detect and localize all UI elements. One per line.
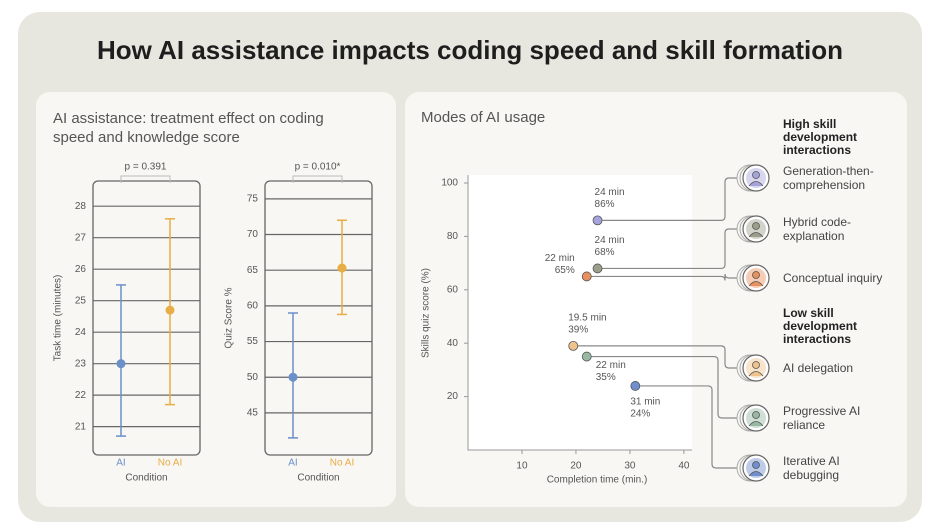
- mean-point: [288, 372, 298, 382]
- connector: [573, 345, 740, 369]
- legend-label: Conceptual inquiry: [783, 271, 883, 285]
- icon-body: [748, 371, 764, 377]
- point: [581, 271, 592, 282]
- panel: [36, 92, 396, 507]
- x-value-label: 24 min: [595, 235, 625, 246]
- x-tick-label: 40: [678, 461, 690, 472]
- icon-body: [748, 421, 764, 427]
- plot-frame: [92, 180, 201, 456]
- panel-title: AI assistance: treatment effect on codin…: [53, 110, 324, 146]
- value-label: 24%: [630, 409, 650, 420]
- y-tick-label: 22: [75, 390, 87, 401]
- p-bracket: [120, 175, 171, 183]
- p-value: p = 0.391: [125, 162, 167, 173]
- legend-label: Hybrid code-explanation: [783, 215, 852, 243]
- value-label: 39%: [568, 325, 588, 336]
- legend-label: Generation-then-comprehension: [783, 164, 874, 192]
- point: [568, 340, 579, 351]
- x-value-label: 22 min: [596, 360, 626, 371]
- y-axis-label: Task time (minutes): [53, 275, 64, 362]
- connector: [586, 355, 740, 419]
- icon-body: [748, 181, 764, 187]
- x-tick-label: AI: [116, 458, 125, 469]
- y-tick-label: 23: [75, 358, 87, 369]
- mean-point: [337, 263, 347, 273]
- x-tick-label: 10: [516, 461, 528, 472]
- value-label: 35%: [596, 372, 616, 383]
- connector: [597, 228, 740, 270]
- x-axis-label: Condition: [297, 473, 339, 484]
- icon-head: [752, 361, 760, 369]
- connector: [635, 385, 740, 469]
- x-value-label: 19.5 min: [568, 313, 606, 324]
- icon-body: [748, 232, 764, 238]
- legend-group-title: High skill development interactions: [783, 117, 858, 157]
- axis-line: [467, 175, 692, 451]
- icon-head: [752, 461, 760, 469]
- y-tick-label: 20: [447, 391, 459, 402]
- x-tick-label: No AI: [330, 458, 354, 469]
- point: [592, 215, 603, 226]
- y-tick-label: 80: [447, 231, 459, 242]
- icon-body: [748, 281, 764, 287]
- y-tick-label: 26: [75, 264, 87, 275]
- x-axis-label: Condition: [125, 473, 167, 484]
- legend-label: Iterative AI debugging: [783, 454, 840, 482]
- icon-head: [752, 171, 760, 179]
- point: [592, 263, 603, 274]
- x-value-label: 24 min: [595, 187, 625, 198]
- panel-title: Modes of AI usage: [421, 109, 545, 126]
- y-axis-label: Quiz Score %: [224, 287, 235, 348]
- x-value-label: 31 min: [630, 397, 660, 408]
- x-value-label: 22 min: [545, 253, 575, 264]
- mean-point: [116, 359, 126, 369]
- y-tick-label: 25: [75, 295, 87, 306]
- y-axis-label: Skills quiz score (%): [421, 268, 432, 358]
- y-tick-label: 45: [247, 408, 259, 419]
- y-tick-label: 50: [247, 372, 259, 383]
- y-tick-label: 21: [75, 421, 87, 432]
- icon-head: [752, 411, 760, 419]
- page-title: How AI assistance impacts coding speed a…: [97, 35, 843, 65]
- y-tick-label: 65: [247, 265, 259, 276]
- value-label: 86%: [595, 199, 615, 210]
- legend-label: Progressive AI reliance: [783, 404, 861, 432]
- y-tick-label: 27: [75, 232, 87, 243]
- plot-frame: [264, 180, 373, 456]
- x-axis-label: Completion time (min.): [547, 475, 648, 486]
- connector: [586, 273, 740, 281]
- y-tick-label: 100: [441, 178, 458, 189]
- x-tick-label: 20: [570, 461, 582, 472]
- x-tick-label: 30: [624, 461, 636, 472]
- point: [630, 381, 641, 391]
- y-tick-label: 55: [247, 336, 259, 347]
- y-tick-label: 60: [247, 301, 259, 312]
- legend-group-title: Low skill development interactions: [783, 306, 858, 346]
- p-value: p = 0.010*: [295, 162, 341, 173]
- y-tick-label: 75: [247, 193, 259, 204]
- y-tick-label: 24: [75, 327, 87, 338]
- icon-head: [752, 222, 760, 230]
- value-label: 65%: [555, 265, 575, 276]
- icon-head: [752, 271, 760, 279]
- mean-point: [165, 305, 175, 315]
- y-tick-label: 40: [447, 338, 459, 349]
- legend-label: AI delegation: [783, 361, 854, 375]
- point: [581, 351, 592, 362]
- p-bracket: [292, 175, 343, 183]
- x-tick-label: No AI: [158, 458, 182, 469]
- y-tick-label: 28: [75, 201, 87, 212]
- value-label: 68%: [595, 247, 615, 258]
- connector: [597, 177, 740, 221]
- y-tick-label: 60: [447, 284, 459, 295]
- icon-body: [748, 471, 764, 477]
- x-tick-label: AI: [288, 458, 297, 469]
- y-tick-label: 70: [247, 229, 259, 240]
